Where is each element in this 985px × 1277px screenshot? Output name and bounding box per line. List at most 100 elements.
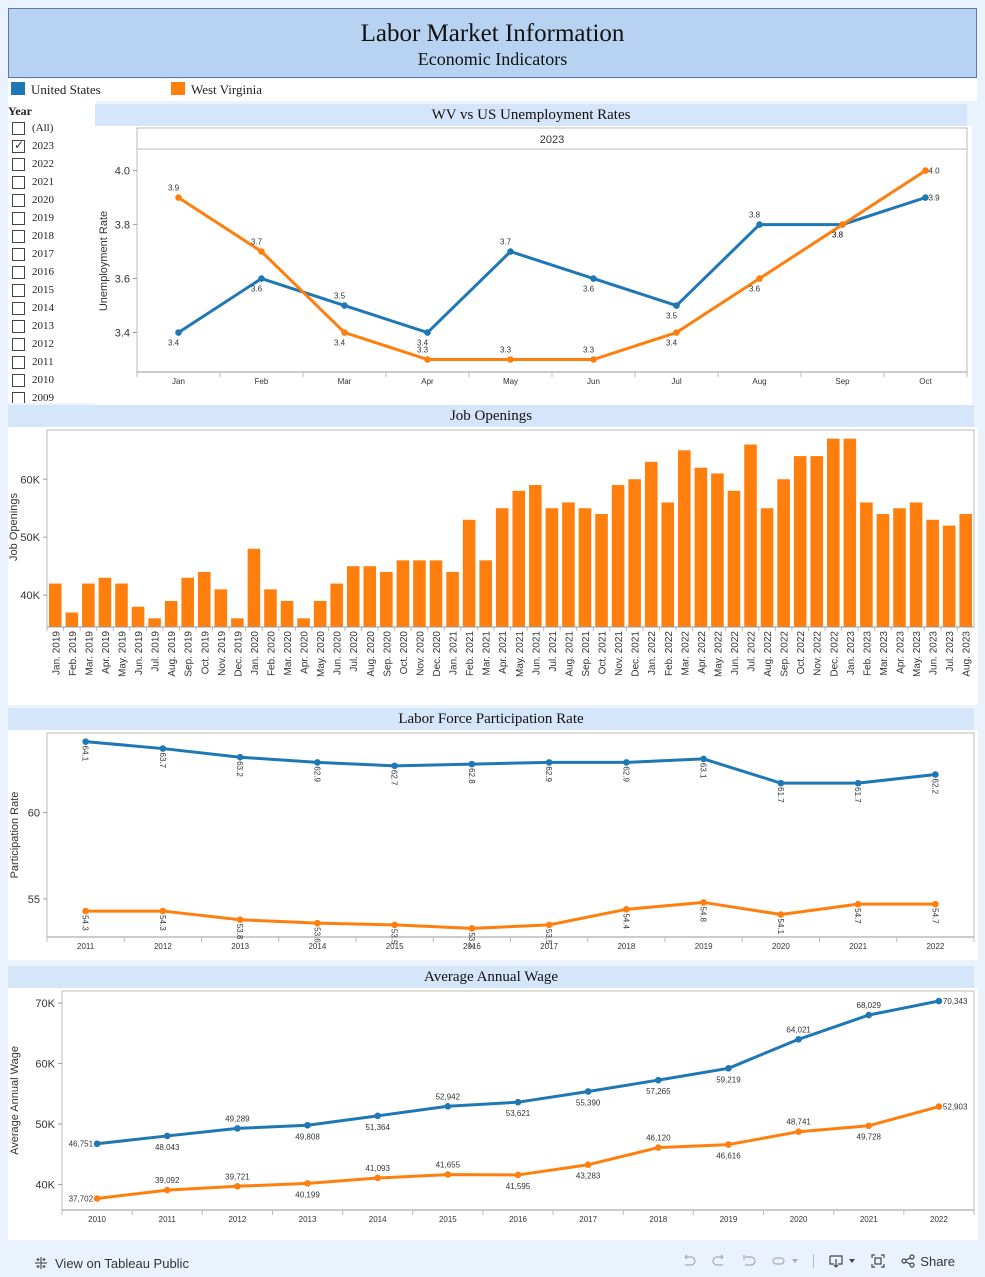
bar [247, 548, 261, 627]
data-label: 3.7 [500, 238, 512, 247]
data-label: 61.7 [776, 787, 785, 803]
bar [893, 508, 906, 627]
year-filter-option[interactable]: 2021 [12, 173, 96, 191]
share-icon [901, 1254, 915, 1268]
x-tick-label: 2022 [926, 942, 944, 951]
legend-item-west-virginia[interactable]: West Virginia [171, 82, 262, 98]
data-label: 3.3 [583, 346, 595, 355]
x-tick-label: Dec. 2019 [233, 631, 244, 677]
data-point [545, 921, 553, 929]
data-label: 53.8 [235, 924, 244, 940]
year-filter-option[interactable]: 2019 [12, 209, 96, 227]
year-filter-option[interactable]: 2012 [12, 335, 96, 353]
refresh-dropdown[interactable] [771, 1253, 799, 1269]
x-tick-label: Jan. 2023 [846, 631, 857, 675]
checkbox[interactable] [12, 229, 25, 243]
data-point [865, 1122, 873, 1130]
data-point [756, 275, 763, 282]
checkbox[interactable] [12, 138, 25, 153]
year-filter-option[interactable]: 2010 [12, 371, 96, 389]
fullscreen-icon[interactable] [870, 1253, 886, 1269]
checkbox[interactable] [12, 301, 25, 315]
checkbox[interactable] [12, 319, 25, 333]
data-label: 52,942 [436, 1092, 461, 1101]
year-filter-option[interactable]: 2015 [12, 281, 96, 299]
year-filter-option[interactable]: 2018 [12, 227, 96, 245]
data-point [159, 907, 167, 915]
year-filter-option[interactable]: 2016 [12, 263, 96, 281]
checkbox[interactable] [12, 211, 25, 225]
redo-icon[interactable] [711, 1253, 727, 1269]
year-filter-option[interactable]: (All) [12, 119, 96, 137]
x-tick-label: Feb. 2020 [266, 631, 277, 676]
data-point [655, 1144, 662, 1151]
checkbox[interactable] [12, 121, 25, 135]
data-point [623, 759, 630, 766]
data-label: 62.9 [621, 766, 630, 782]
y-axis-label: Participation Rate [9, 792, 21, 879]
x-tick-label: 2012 [228, 1215, 246, 1224]
bar [115, 583, 128, 627]
year-filter-option[interactable]: 2022 [12, 155, 96, 173]
x-tick-label: Mar. 2020 [283, 631, 294, 676]
checkbox[interactable] [12, 391, 25, 403]
bar [446, 571, 459, 627]
checkbox[interactable] [12, 355, 25, 369]
bar [82, 583, 95, 627]
undo-icon[interactable] [681, 1253, 697, 1269]
year-filter-option[interactable]: 2017 [12, 245, 96, 263]
bar [131, 606, 145, 627]
data-point [514, 1098, 522, 1106]
x-tick-label: 2021 [860, 1215, 878, 1224]
bar [876, 514, 890, 627]
legend-item-united-states[interactable]: United States [11, 82, 101, 98]
data-label: 3.4 [417, 339, 429, 348]
view-on-tableau-link[interactable]: View on Tableau Public [33, 1255, 189, 1271]
data-label: 53.5 [390, 929, 399, 945]
data-point [314, 759, 321, 766]
checkbox[interactable] [12, 193, 25, 207]
data-label: 54.3 [81, 915, 90, 931]
checkbox[interactable] [12, 175, 25, 189]
data-point [935, 1103, 943, 1110]
checkbox[interactable] [12, 247, 25, 261]
revert-icon[interactable] [741, 1253, 757, 1269]
year-filter-option[interactable]: 2020 [12, 191, 96, 209]
data-point [163, 1132, 171, 1140]
y-tick-label: 3.8 [115, 220, 130, 232]
participation-chart-panel: 2011 2012 2013 2014 2015 2016 2017 2018 2019 2020… [8, 730, 978, 960]
year-filter-option[interactable]: 2013 [12, 317, 96, 335]
data-label: 49,289 [225, 1114, 250, 1123]
y-tick-label: 60K [20, 474, 40, 486]
checkbox[interactable] [12, 265, 25, 279]
data-point [590, 275, 597, 282]
checkbox[interactable] [12, 157, 25, 171]
data-point [673, 302, 680, 309]
share-button[interactable]: Share [900, 1253, 955, 1269]
bar [148, 618, 161, 627]
download-dropdown[interactable] [828, 1253, 856, 1269]
dashboard-title: Labor Market Information [360, 20, 625, 47]
year-filter-option[interactable]: 2009 [12, 389, 96, 403]
series-line-united-states [85, 740, 936, 785]
data-point [391, 762, 398, 770]
data-point [514, 1171, 522, 1179]
data-point [82, 907, 89, 915]
year-filter-option-label: 2019 [32, 212, 54, 224]
data-label: 54.8 [699, 906, 708, 922]
y-tick-label: 55 [28, 894, 40, 906]
data-point [159, 745, 167, 752]
checkbox[interactable] [12, 283, 25, 297]
data-point [234, 1125, 241, 1132]
data-label: 3.6 [749, 285, 761, 294]
checkbox[interactable] [12, 373, 25, 387]
data-point [795, 1035, 802, 1043]
bar [65, 612, 79, 627]
data-label: 55,390 [576, 1098, 601, 1107]
year-filter-option[interactable]: 2011 [12, 353, 96, 371]
checkbox[interactable] [12, 337, 25, 351]
year-filter-option[interactable]: 2023 [12, 137, 96, 155]
series-line-united-states [96, 999, 940, 1146]
year-filter-option[interactable]: 2014 [12, 299, 96, 317]
x-tick-label: 2018 [649, 1215, 667, 1224]
